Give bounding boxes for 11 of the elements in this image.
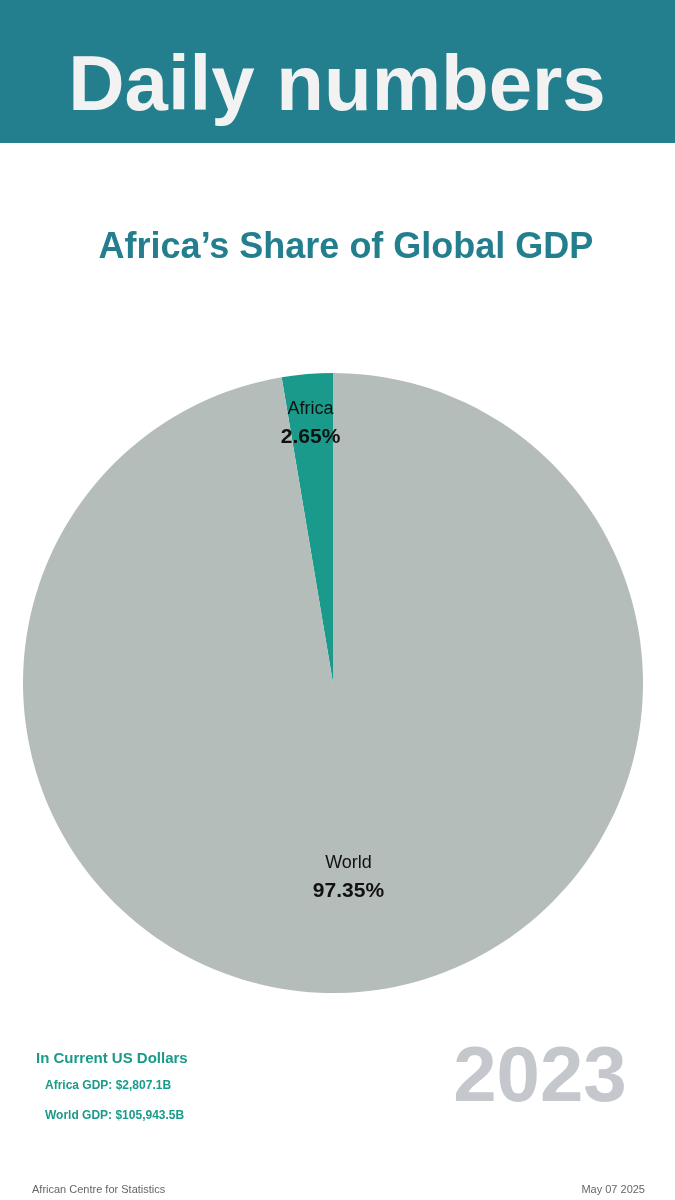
pie-slice (23, 373, 643, 993)
text: May 07 2025 (581, 1183, 645, 1195)
data-label: 97.35% (312, 878, 385, 902)
text: In Current US Dollars (36, 1049, 188, 1066)
slice-label: World (325, 852, 372, 873)
text: African Centre for Statistics (32, 1183, 166, 1195)
text: 2023 (453, 1030, 627, 1118)
chart-subtitle: Africa’s Share of Global GDP (98, 225, 594, 266)
text: World GDP: $105,943.5B (45, 1108, 185, 1122)
text: Africa GDP: $2,807.1B (45, 1078, 172, 1092)
chart-title: Daily numbers (68, 39, 606, 127)
